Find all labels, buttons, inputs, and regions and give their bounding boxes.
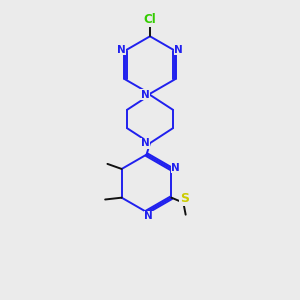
Text: Cl: Cl xyxy=(144,13,156,26)
Text: N: N xyxy=(145,211,153,221)
Text: N: N xyxy=(141,138,149,148)
Text: N: N xyxy=(141,90,149,100)
Text: N: N xyxy=(171,163,180,173)
Text: N: N xyxy=(117,44,126,55)
Text: S: S xyxy=(180,192,189,205)
Text: N: N xyxy=(174,44,183,55)
